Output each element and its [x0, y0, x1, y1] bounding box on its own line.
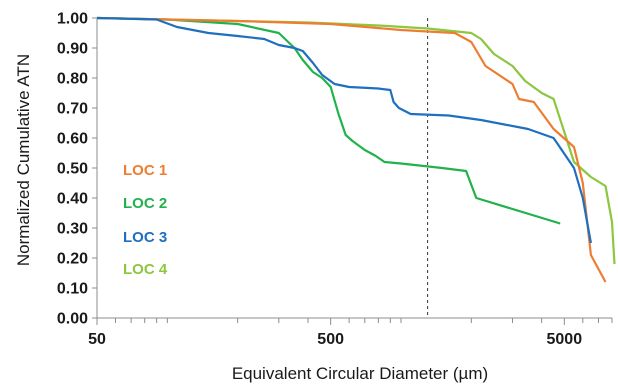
y-tick-label: 1.00	[57, 11, 88, 28]
x-tick-label: 500	[317, 331, 344, 348]
series-line-loc-4	[96, 16, 616, 265]
x-tick-labels: 50 500 5000	[88, 318, 613, 348]
series-line-loc-2	[96, 16, 561, 225]
y-tick-label: 0.20	[57, 251, 88, 268]
y-tick-label: 0.10	[57, 281, 88, 298]
x-axis-title: Equivalent Circular Diameter (µm)	[232, 364, 488, 383]
y-tick-label: 0.40	[57, 191, 88, 208]
series-line-loc-3	[96, 16, 592, 244]
y-tick-label: 0.70	[57, 101, 88, 118]
x-tick-label: 5000	[547, 331, 583, 348]
y-tick-labels: 0.00 0.10 0.20 0.30 0.40 0.50 0.60 0.70 0.80 0.90…	[57, 11, 97, 328]
y-tick-label: 0.00	[57, 311, 88, 328]
legend-item-loc-2: LOC 2	[123, 195, 167, 212]
y-tick-label: 0.90	[57, 41, 88, 58]
axis-frame	[96, 18, 612, 319]
y-tick-label: 0.30	[57, 221, 88, 238]
legend-item-loc-1: LOC 1	[123, 162, 167, 179]
legend: LOC 1 LOC 2 LOC 3 LOC 4	[123, 162, 168, 278]
y-axis-title: Normalized Cumulative ATN	[14, 54, 33, 266]
y-tick-label: 0.50	[57, 161, 88, 178]
y-tick-label: 0.60	[57, 131, 88, 148]
legend-item-loc-3: LOC 3	[123, 229, 167, 246]
legend-item-loc-4: LOC 4	[123, 261, 168, 278]
series-layer	[96, 16, 616, 283]
series-line-loc-1	[96, 16, 607, 283]
y-tick-label: 0.80	[57, 71, 88, 88]
x-tick-label: 50	[88, 331, 106, 348]
